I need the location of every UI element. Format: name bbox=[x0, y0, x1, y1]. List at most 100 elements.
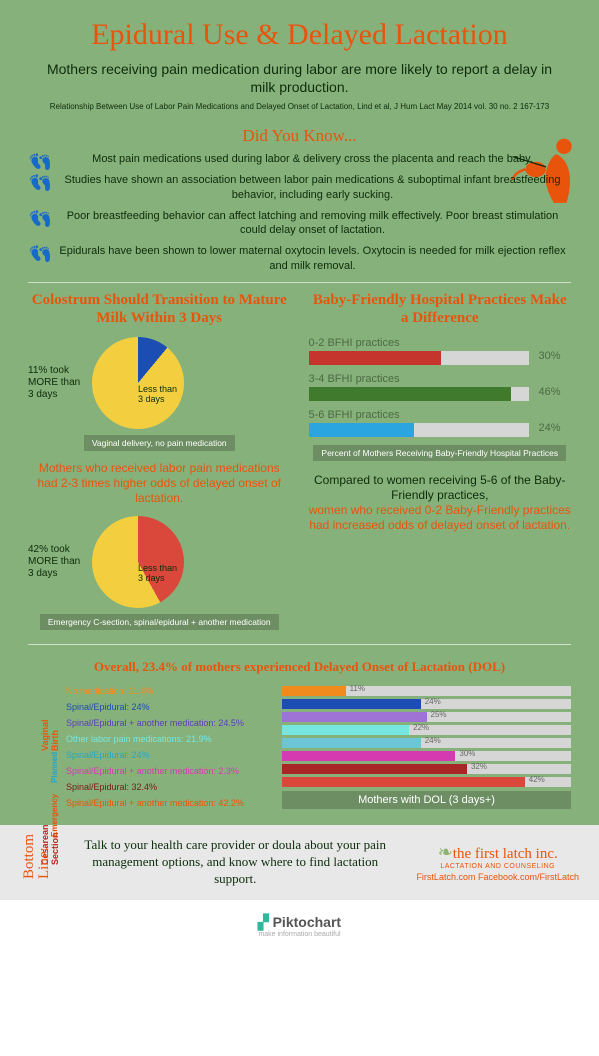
bfhi-bar-label: 5-6 BFHI practices bbox=[309, 409, 572, 421]
pie-chart: Less than 3 days bbox=[92, 337, 184, 429]
dol-row-label: Spinal/Epidural + another medication: 2.… bbox=[66, 763, 276, 779]
fact-item: 👣Epidurals have been shown to lower mate… bbox=[28, 244, 571, 274]
bfhi-text-top: Compared to women receiving 5-6 of the B… bbox=[314, 473, 565, 502]
bfhi-bar-track: 46% bbox=[309, 387, 529, 401]
page-subtitle: Mothers receiving pain medication during… bbox=[28, 60, 571, 96]
brand-logo: ❧the first latch inc. bbox=[416, 842, 579, 863]
dol-row-label: Spinal/Epidural: 24% bbox=[66, 699, 276, 715]
divider bbox=[28, 282, 571, 283]
bottom-line-label: Bottom Line: bbox=[22, 845, 52, 879]
colostrum-heading: Colostrum Should Transition to Mature Mi… bbox=[28, 291, 291, 327]
dol-bar-track: 42% bbox=[282, 777, 571, 787]
dol-bar-track: 24% bbox=[282, 699, 571, 709]
dol-row-labels: No medication: 11.4%Spinal/Epidural: 24%… bbox=[66, 683, 276, 811]
dol-bar-pct: 32% bbox=[471, 762, 487, 771]
dol-caption: Mothers with DOL (3 days+) bbox=[282, 791, 571, 809]
bfhi-bar: 3-4 BFHI practices 46% bbox=[309, 373, 572, 401]
bfhi-bar-list: 0-2 BFHI practices 30% 3-4 BFHI practice… bbox=[309, 337, 572, 437]
dol-row-label: No medication: 11.4% bbox=[66, 683, 276, 699]
did-you-know-heading: Did You Know... bbox=[28, 126, 571, 146]
fact-item: 👣Studies have shown an association betwe… bbox=[28, 173, 571, 203]
pie-caption: Vaginal delivery, no pain medication bbox=[84, 435, 235, 451]
bfhi-column: Baby-Friendly Hospital Practices Make a … bbox=[309, 291, 572, 636]
footprint-icon: 👣 bbox=[27, 203, 56, 234]
fact-text: Poor breastfeeding behavior can affect l… bbox=[67, 210, 559, 237]
dol-row-label: Spinal/Epidural: 24% bbox=[66, 747, 276, 763]
fact-list: 👣 Most pain medications used during labor… bbox=[28, 152, 571, 274]
dol-section: Overall, 23.4% of mothers experienced De… bbox=[28, 659, 571, 811]
infographic-page: Epidural Use & Delayed Lactation Mothers… bbox=[0, 0, 599, 900]
bfhi-bar-fill bbox=[309, 351, 441, 365]
dol-bar-pct: 25% bbox=[431, 710, 447, 719]
dol-bar-track: 11% bbox=[282, 686, 571, 696]
bfhi-text-mid: women who received 0-2 Baby-Friendly pra… bbox=[309, 503, 571, 532]
divider bbox=[28, 644, 571, 645]
bfhi-bar-pct: 24% bbox=[538, 422, 560, 434]
brand-tagline: LACTATION AND COUNSELING bbox=[416, 863, 579, 870]
pikto-tag: make information beautiful bbox=[14, 931, 585, 938]
brand-links: FirstLatch.com Facebook.com/FirstLatch bbox=[416, 872, 579, 882]
pie-note: 11% took MORE than 3 days bbox=[28, 365, 84, 401]
dol-row-label: Spinal/Epidural: 32.4% bbox=[66, 779, 276, 795]
dol-bar-track: 32% bbox=[282, 764, 571, 774]
bfhi-comparison-text: Compared to women receiving 5-6 of the B… bbox=[309, 473, 572, 533]
dol-bar-pct: 11% bbox=[350, 684, 365, 693]
vaginal-group-label: Vaginal Birth bbox=[28, 683, 42, 747]
dol-bar-fill bbox=[282, 686, 346, 696]
dol-bar-track: 24% bbox=[282, 738, 571, 748]
page-title: Epidural Use & Delayed Lactation bbox=[28, 18, 571, 52]
pie-caption: Emergency C-section, spinal/epidural + a… bbox=[40, 614, 279, 630]
dol-chart: Vaginal Birth Cesarean Section Planned E… bbox=[28, 683, 571, 811]
dol-bar-pct: 24% bbox=[425, 736, 441, 745]
dol-bar-fill bbox=[282, 777, 525, 787]
bottom-line-msg: Talk to your health care provider or dou… bbox=[70, 837, 400, 888]
dol-bar-fill bbox=[282, 738, 421, 748]
colostrum-column: Colostrum Should Transition to Mature Mi… bbox=[28, 291, 291, 636]
citation-text: Relationship Between Use of Labor Pain M… bbox=[28, 102, 571, 112]
dol-bar-fill bbox=[282, 751, 455, 761]
bfhi-bar-fill bbox=[309, 387, 511, 401]
dol-heading: Overall, 23.4% of mothers experienced De… bbox=[28, 659, 571, 675]
dol-bar-track: 30% bbox=[282, 751, 571, 761]
pikto-name: Piktochart bbox=[273, 914, 341, 930]
dol-row-label: Other labor pain medications: 21.9% bbox=[66, 731, 276, 747]
fact-text: Epidurals have been shown to lower mater… bbox=[59, 245, 565, 272]
fact-text: Studies have shown an association betwee… bbox=[65, 174, 561, 201]
dol-bar-pct: 30% bbox=[459, 749, 475, 758]
dol-group-labels: Vaginal Birth Cesarean Section Planned E… bbox=[28, 683, 42, 811]
pie-note: 42% took MORE than 3 days bbox=[28, 544, 84, 580]
dol-bar-track: 25% bbox=[282, 712, 571, 722]
bfhi-bar-pct: 30% bbox=[538, 350, 560, 362]
bfhi-bar-label: 3-4 BFHI practices bbox=[309, 373, 572, 385]
bottom-line-bar: Bottom Line: Talk to your health care pr… bbox=[0, 825, 599, 900]
dol-row-label: Spinal/Epidural + another medication: 24… bbox=[66, 715, 276, 731]
dol-bar-fill bbox=[282, 725, 409, 735]
dol-bar-pct: 42% bbox=[529, 775, 545, 784]
fact-item: 👣Most pain medications used during labor… bbox=[28, 152, 571, 167]
brand-block: ❧the first latch inc. LACTATION AND COUN… bbox=[416, 842, 579, 882]
bfhi-bar-track: 24% bbox=[309, 423, 529, 437]
pie-row: 11% took MORE than 3 days Less than 3 da… bbox=[28, 337, 291, 429]
cesarean-group-label: Cesarean Section Planned Emergency bbox=[28, 747, 42, 811]
dol-bar-fill bbox=[282, 699, 421, 709]
fact-item: 👣Poor breastfeeding behavior can affect … bbox=[28, 209, 571, 239]
bfhi-heading: Baby-Friendly Hospital Practices Make a … bbox=[309, 291, 572, 327]
bfhi-bar-fill bbox=[309, 423, 415, 437]
fact-text: Most pain medications used during labor … bbox=[92, 153, 533, 165]
two-column-row: Colostrum Should Transition to Mature Mi… bbox=[28, 291, 571, 636]
dol-bar-fill bbox=[282, 764, 467, 774]
bfhi-bar: 5-6 BFHI practices 24% bbox=[309, 409, 572, 437]
leaf-drop-icon: ❧ bbox=[438, 842, 453, 862]
footprint-icon: 👣 bbox=[27, 239, 56, 270]
dol-bar-pct: 22% bbox=[413, 723, 429, 732]
pie-row: 42% took MORE than 3 days Less than 3 da… bbox=[28, 516, 291, 608]
pie-center-label: Less than 3 days bbox=[138, 564, 184, 584]
pie-chart: Less than 3 days bbox=[92, 516, 184, 608]
footprint-icon: 👣 bbox=[27, 168, 56, 199]
bfhi-bar-track: 30% bbox=[309, 351, 529, 365]
bfhi-bar: 0-2 BFHI practices 30% bbox=[309, 337, 572, 365]
bfhi-bar-pct: 46% bbox=[538, 386, 560, 398]
dol-bar-fill bbox=[282, 712, 427, 722]
bfhi-bar-label: 0-2 BFHI practices bbox=[309, 337, 572, 349]
pie-center-label: Less than 3 days bbox=[138, 385, 184, 405]
